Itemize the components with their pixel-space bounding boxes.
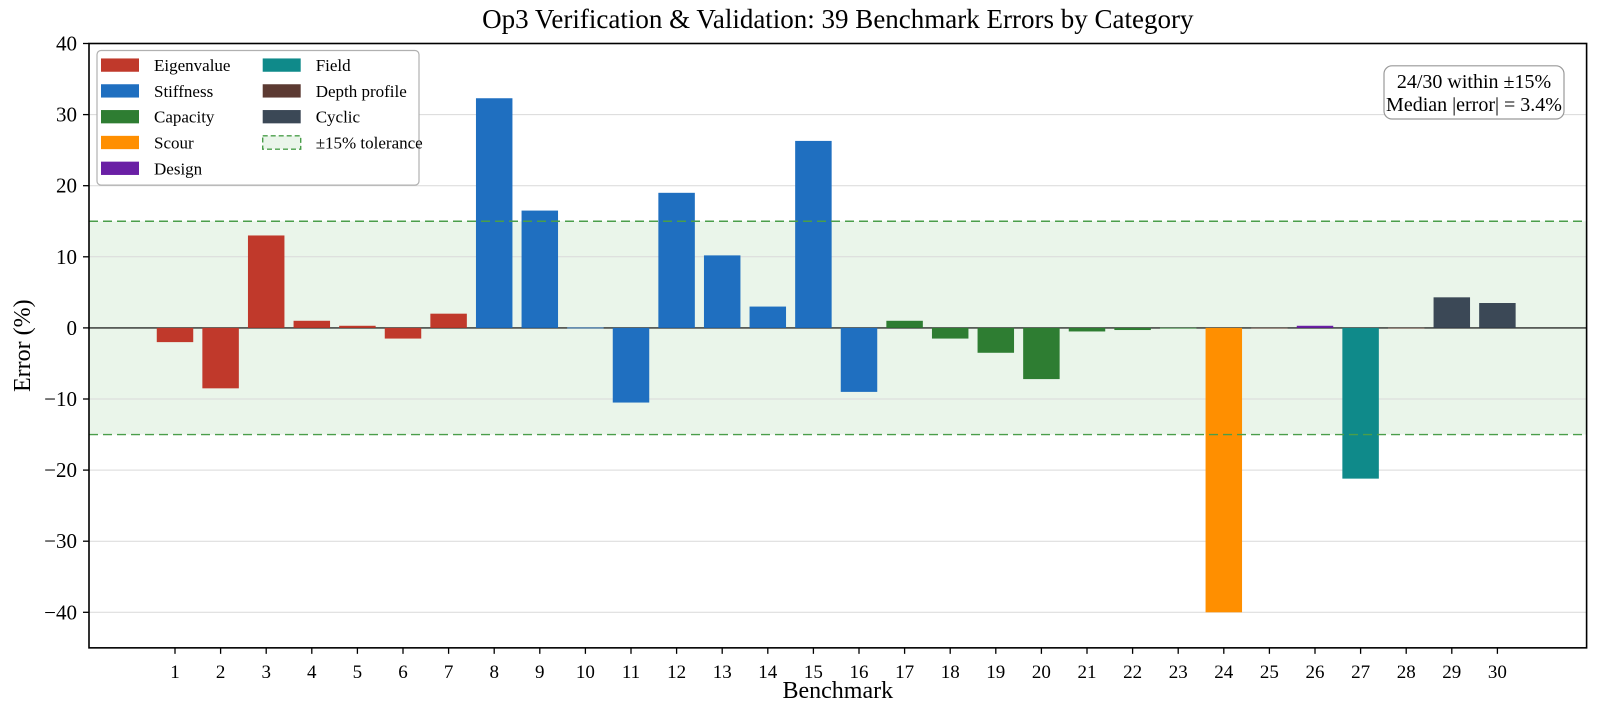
svg-text:Stiffness: Stiffness <box>154 82 213 101</box>
svg-text:10: 10 <box>56 245 77 269</box>
svg-text:7: 7 <box>444 662 454 683</box>
svg-text:14: 14 <box>758 662 778 683</box>
svg-text:29: 29 <box>1442 662 1461 683</box>
svg-text:6: 6 <box>398 662 408 683</box>
svg-text:Error (%): Error (%) <box>10 299 36 392</box>
svg-text:28: 28 <box>1397 662 1416 683</box>
svg-text:30: 30 <box>1488 662 1507 683</box>
svg-text:30: 30 <box>56 103 77 127</box>
svg-text:23: 23 <box>1169 662 1188 683</box>
svg-text:Capacity: Capacity <box>154 108 215 127</box>
svg-text:25: 25 <box>1260 662 1279 683</box>
svg-text:10: 10 <box>576 662 595 683</box>
svg-text:0: 0 <box>67 316 78 340</box>
svg-text:Op3 Verification & Validation:: Op3 Verification & Validation: 39 Benchm… <box>482 4 1194 34</box>
svg-text:Median |error| = 3.4%: Median |error| = 3.4% <box>1386 94 1562 116</box>
svg-text:13: 13 <box>713 662 732 683</box>
svg-text:±15% tolerance: ±15% tolerance <box>316 134 423 153</box>
svg-text:−20: −20 <box>44 458 77 482</box>
svg-text:19: 19 <box>986 662 1005 683</box>
svg-text:2: 2 <box>216 662 226 683</box>
svg-text:20: 20 <box>1032 662 1051 683</box>
svg-text:24: 24 <box>1214 662 1234 683</box>
svg-text:4: 4 <box>307 662 317 683</box>
svg-text:Design: Design <box>154 159 203 178</box>
svg-text:8: 8 <box>489 662 499 683</box>
svg-text:−30: −30 <box>44 529 77 553</box>
svg-text:Eigenvalue: Eigenvalue <box>154 56 230 75</box>
svg-text:Field: Field <box>316 56 351 75</box>
svg-text:Cyclic: Cyclic <box>316 108 361 127</box>
svg-text:27: 27 <box>1351 662 1370 683</box>
svg-text:24/30 within ±15%: 24/30 within ±15% <box>1397 71 1551 93</box>
svg-text:Benchmark: Benchmark <box>782 678 893 704</box>
svg-text:−40: −40 <box>44 600 77 624</box>
svg-text:26: 26 <box>1306 662 1325 683</box>
svg-text:9: 9 <box>535 662 545 683</box>
svg-text:12: 12 <box>667 662 686 683</box>
svg-text:18: 18 <box>941 662 960 683</box>
svg-text:Scour: Scour <box>154 134 194 153</box>
svg-text:−10: −10 <box>44 387 77 411</box>
svg-text:20: 20 <box>56 174 77 198</box>
svg-text:17: 17 <box>895 662 914 683</box>
svg-text:11: 11 <box>622 662 640 683</box>
svg-text:1: 1 <box>170 662 180 683</box>
svg-text:3: 3 <box>261 662 271 683</box>
svg-text:22: 22 <box>1123 662 1142 683</box>
svg-text:21: 21 <box>1078 662 1097 683</box>
svg-text:5: 5 <box>353 662 363 683</box>
svg-text:Depth profile: Depth profile <box>316 82 407 101</box>
svg-text:40: 40 <box>56 32 77 56</box>
